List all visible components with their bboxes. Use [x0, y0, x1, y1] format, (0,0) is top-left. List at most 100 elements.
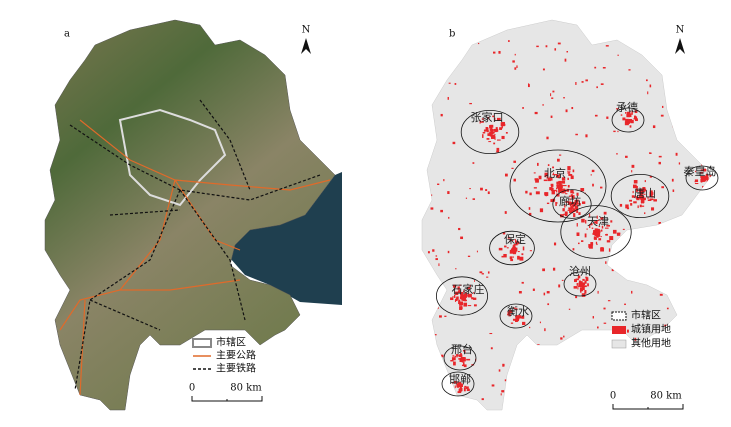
urban-patch [701, 394, 705, 397]
urban-patch [510, 258, 514, 262]
urban-patch [439, 63, 443, 67]
urban-patch [568, 195, 573, 197]
urban-patch [546, 136, 549, 140]
urban-patch [561, 191, 565, 194]
north-label: N [302, 25, 311, 36]
urban-patch [555, 174, 558, 177]
urban-patch [485, 189, 488, 191]
urban-patch [593, 230, 597, 234]
urban-patch [529, 192, 532, 196]
urban-patch [653, 199, 657, 202]
urban-patch [632, 184, 637, 189]
urban-patch [467, 305, 472, 307]
urban-patch [555, 187, 558, 190]
urban-patch [563, 335, 565, 338]
urban-patch [577, 285, 579, 290]
urban-patch [481, 118, 485, 120]
urban-patch [603, 322, 607, 324]
urban-patch [579, 287, 584, 292]
urban-patch [582, 285, 587, 288]
urban-patch [630, 119, 634, 124]
urban-patch [629, 125, 632, 128]
legend-label: 其他用地 [631, 337, 671, 350]
urban-patch [521, 315, 525, 319]
urban-patch [575, 133, 578, 136]
urban-patch [661, 186, 664, 189]
urban-patch [537, 370, 540, 373]
urban-patch [649, 84, 652, 88]
urban-patch [546, 202, 550, 205]
urban-patch [496, 150, 500, 153]
urban-patch [696, 387, 699, 390]
urban-patch [658, 155, 662, 158]
urban-patch [538, 175, 542, 180]
urban-patch [615, 108, 619, 110]
urban-patch [422, 352, 423, 354]
urban-patch [508, 314, 511, 317]
urban-patch [473, 292, 475, 294]
urban-patch [572, 248, 575, 251]
urban-patch [431, 146, 434, 148]
district-boundary [563, 271, 597, 297]
urban-patch [469, 284, 471, 287]
urban-patch [447, 250, 450, 254]
urban-patch [570, 189, 574, 194]
urban-patch [545, 395, 549, 398]
urban-patch [496, 139, 501, 141]
urban-patch [651, 350, 654, 354]
urban-patch [462, 349, 465, 352]
urban-patch [527, 385, 530, 389]
urban-patch [658, 222, 662, 225]
urban-patch [568, 207, 570, 210]
urban-patch [458, 358, 462, 360]
urban-patch [630, 203, 633, 206]
urban-patch [640, 199, 645, 203]
urban-patch [703, 168, 707, 172]
urban-patch [600, 229, 603, 232]
urban-patch [633, 118, 636, 120]
urban-patch [539, 321, 541, 324]
north-arrow [675, 38, 685, 54]
urban-patch [639, 263, 641, 266]
urban-patch [534, 111, 538, 115]
urban-patch [598, 238, 602, 241]
urban-patch [428, 62, 431, 66]
urban-patch [631, 170, 633, 173]
urban-patch [462, 357, 466, 362]
urban-patch [674, 262, 678, 264]
urban-patch [639, 195, 643, 199]
urban-patch [452, 141, 456, 145]
urban-patch [487, 133, 490, 136]
urban-patch [687, 232, 691, 235]
urban-patch [612, 229, 617, 234]
urban-patch [611, 268, 614, 272]
urban-patch [564, 58, 567, 62]
urban-patch [547, 177, 551, 182]
urban-patch [666, 307, 669, 310]
urban-patch [671, 178, 674, 182]
urban-patch [658, 265, 661, 268]
urban-patch [545, 45, 548, 48]
urban-patch [565, 109, 568, 113]
urban-patch [508, 309, 513, 314]
urban-patch [512, 246, 516, 250]
urban-patch [585, 134, 588, 138]
urban-patch [455, 297, 458, 302]
urban-patch [467, 293, 472, 298]
urban-patch [639, 372, 642, 375]
urban-patch [636, 197, 640, 201]
urban-patch [520, 316, 523, 319]
urban-patch [626, 113, 631, 118]
urban-patch [581, 81, 584, 83]
urban-patch [649, 190, 653, 194]
legend-label: 市辖区 [216, 336, 246, 349]
urban-patch [435, 255, 438, 257]
urban-patch [569, 203, 572, 207]
urban-patch [432, 249, 435, 252]
urban-patch [498, 369, 501, 372]
urban-patch [459, 284, 462, 286]
urban-patch [625, 204, 629, 209]
urban-patch [552, 166, 555, 169]
urban-patch [430, 194, 433, 196]
urban-patch [686, 289, 688, 292]
